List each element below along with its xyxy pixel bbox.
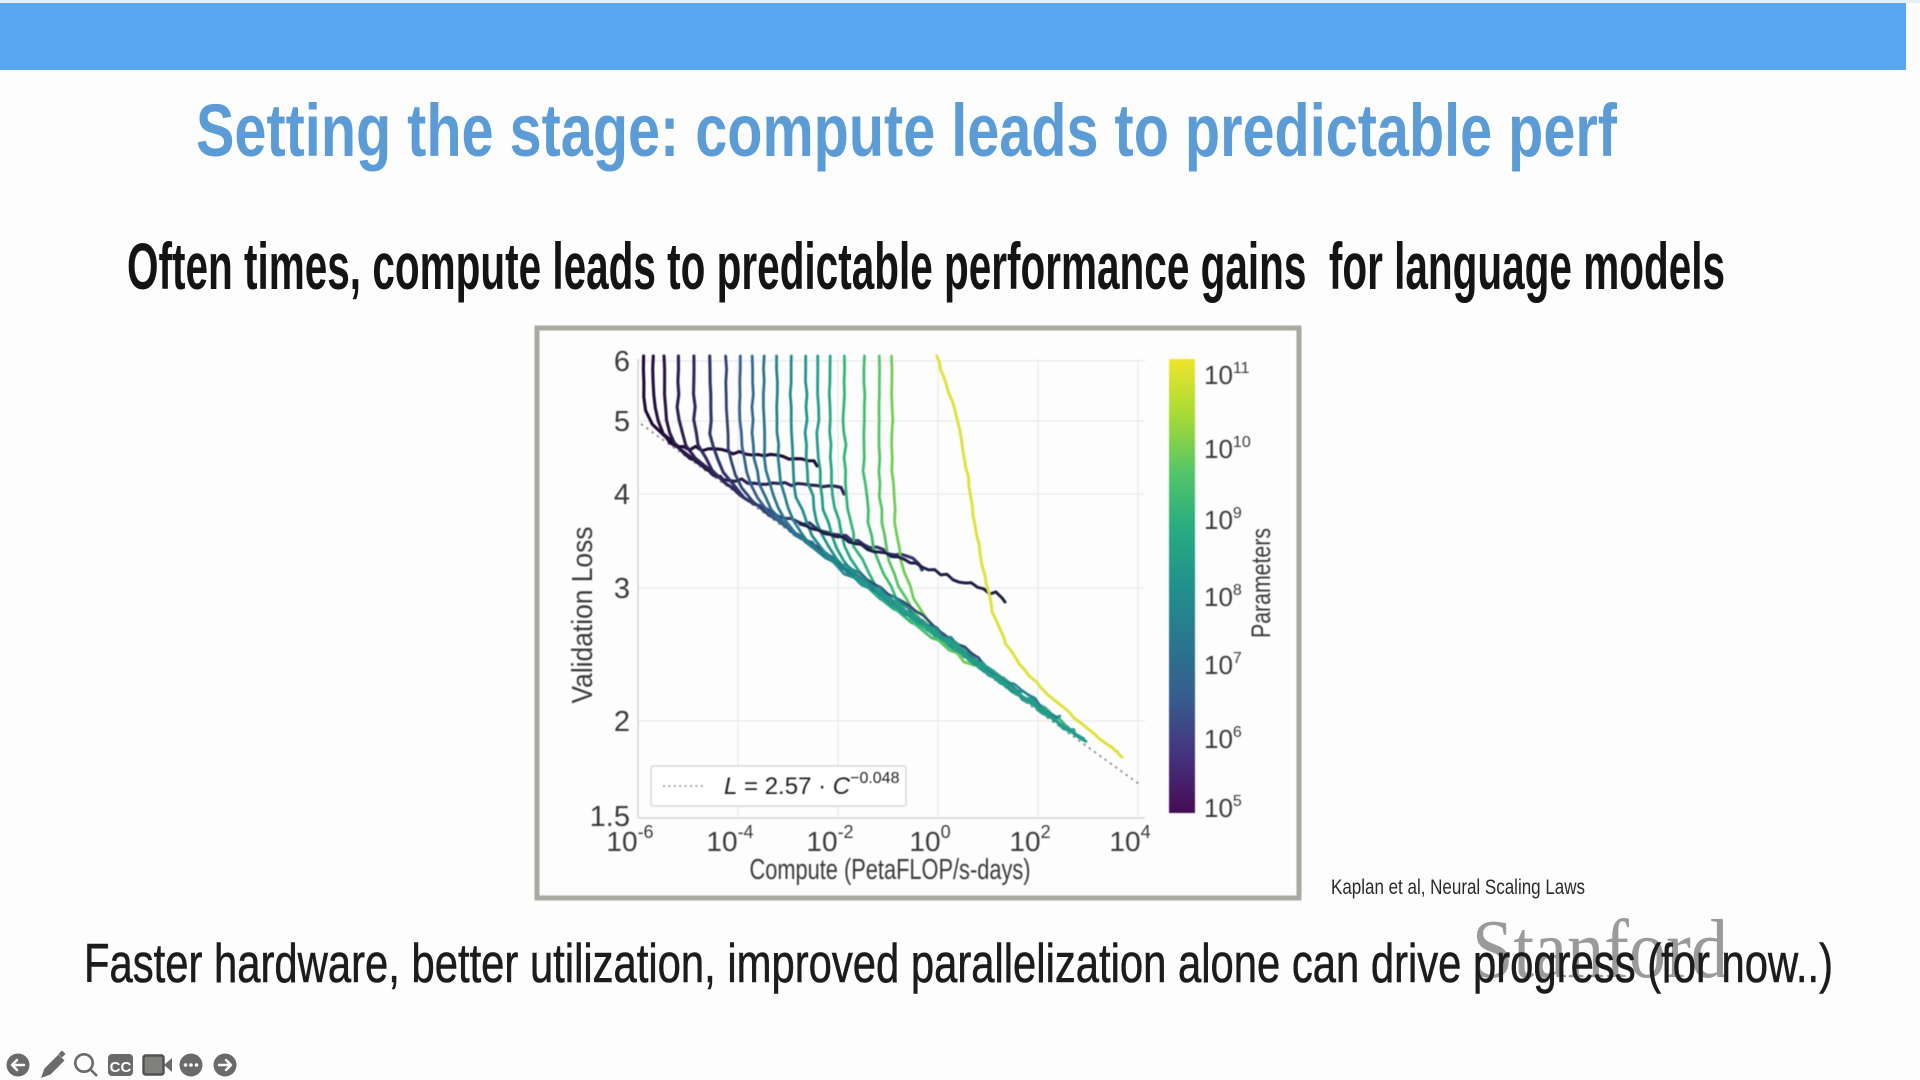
svg-text:1010: 1010 <box>1204 434 1251 464</box>
svg-text:Often times, compute leads to: Often times, compute leads to predictabl… <box>127 229 1725 303</box>
svg-text:Parameters: Parameters <box>1246 528 1276 638</box>
svg-text:1.5: 1.5 <box>590 801 630 833</box>
svg-text:Compute (PetaFLOP/s-days): Compute (PetaFLOP/s-days) <box>750 854 1031 886</box>
svg-text:4: 4 <box>614 479 630 511</box>
svg-text:3: 3 <box>614 573 630 605</box>
svg-text:10-2: 10-2 <box>806 822 853 857</box>
svg-text:Validation Loss: Validation Loss <box>567 527 599 704</box>
svg-text:L = 2.57 · C−0.048: L = 2.57 · C−0.048 <box>724 770 900 800</box>
svg-text:108: 108 <box>1204 582 1242 612</box>
svg-text:100: 100 <box>909 822 950 857</box>
svg-text:2: 2 <box>614 706 630 738</box>
svg-text:Setting the stage: compute lea: Setting the stage: compute leads to pred… <box>196 89 1617 172</box>
svg-text:Kaplan et al, Neural Scaling L: Kaplan et al, Neural Scaling Laws <box>1331 876 1585 899</box>
svg-text:Faster hardware, better utiliz: Faster hardware, better utilization, imp… <box>84 932 1833 994</box>
svg-text:6: 6 <box>614 346 630 378</box>
svg-text:Stanford: Stanford <box>1472 903 1728 996</box>
svg-text:CC: CC <box>110 1059 132 1076</box>
svg-text:5: 5 <box>614 406 630 438</box>
